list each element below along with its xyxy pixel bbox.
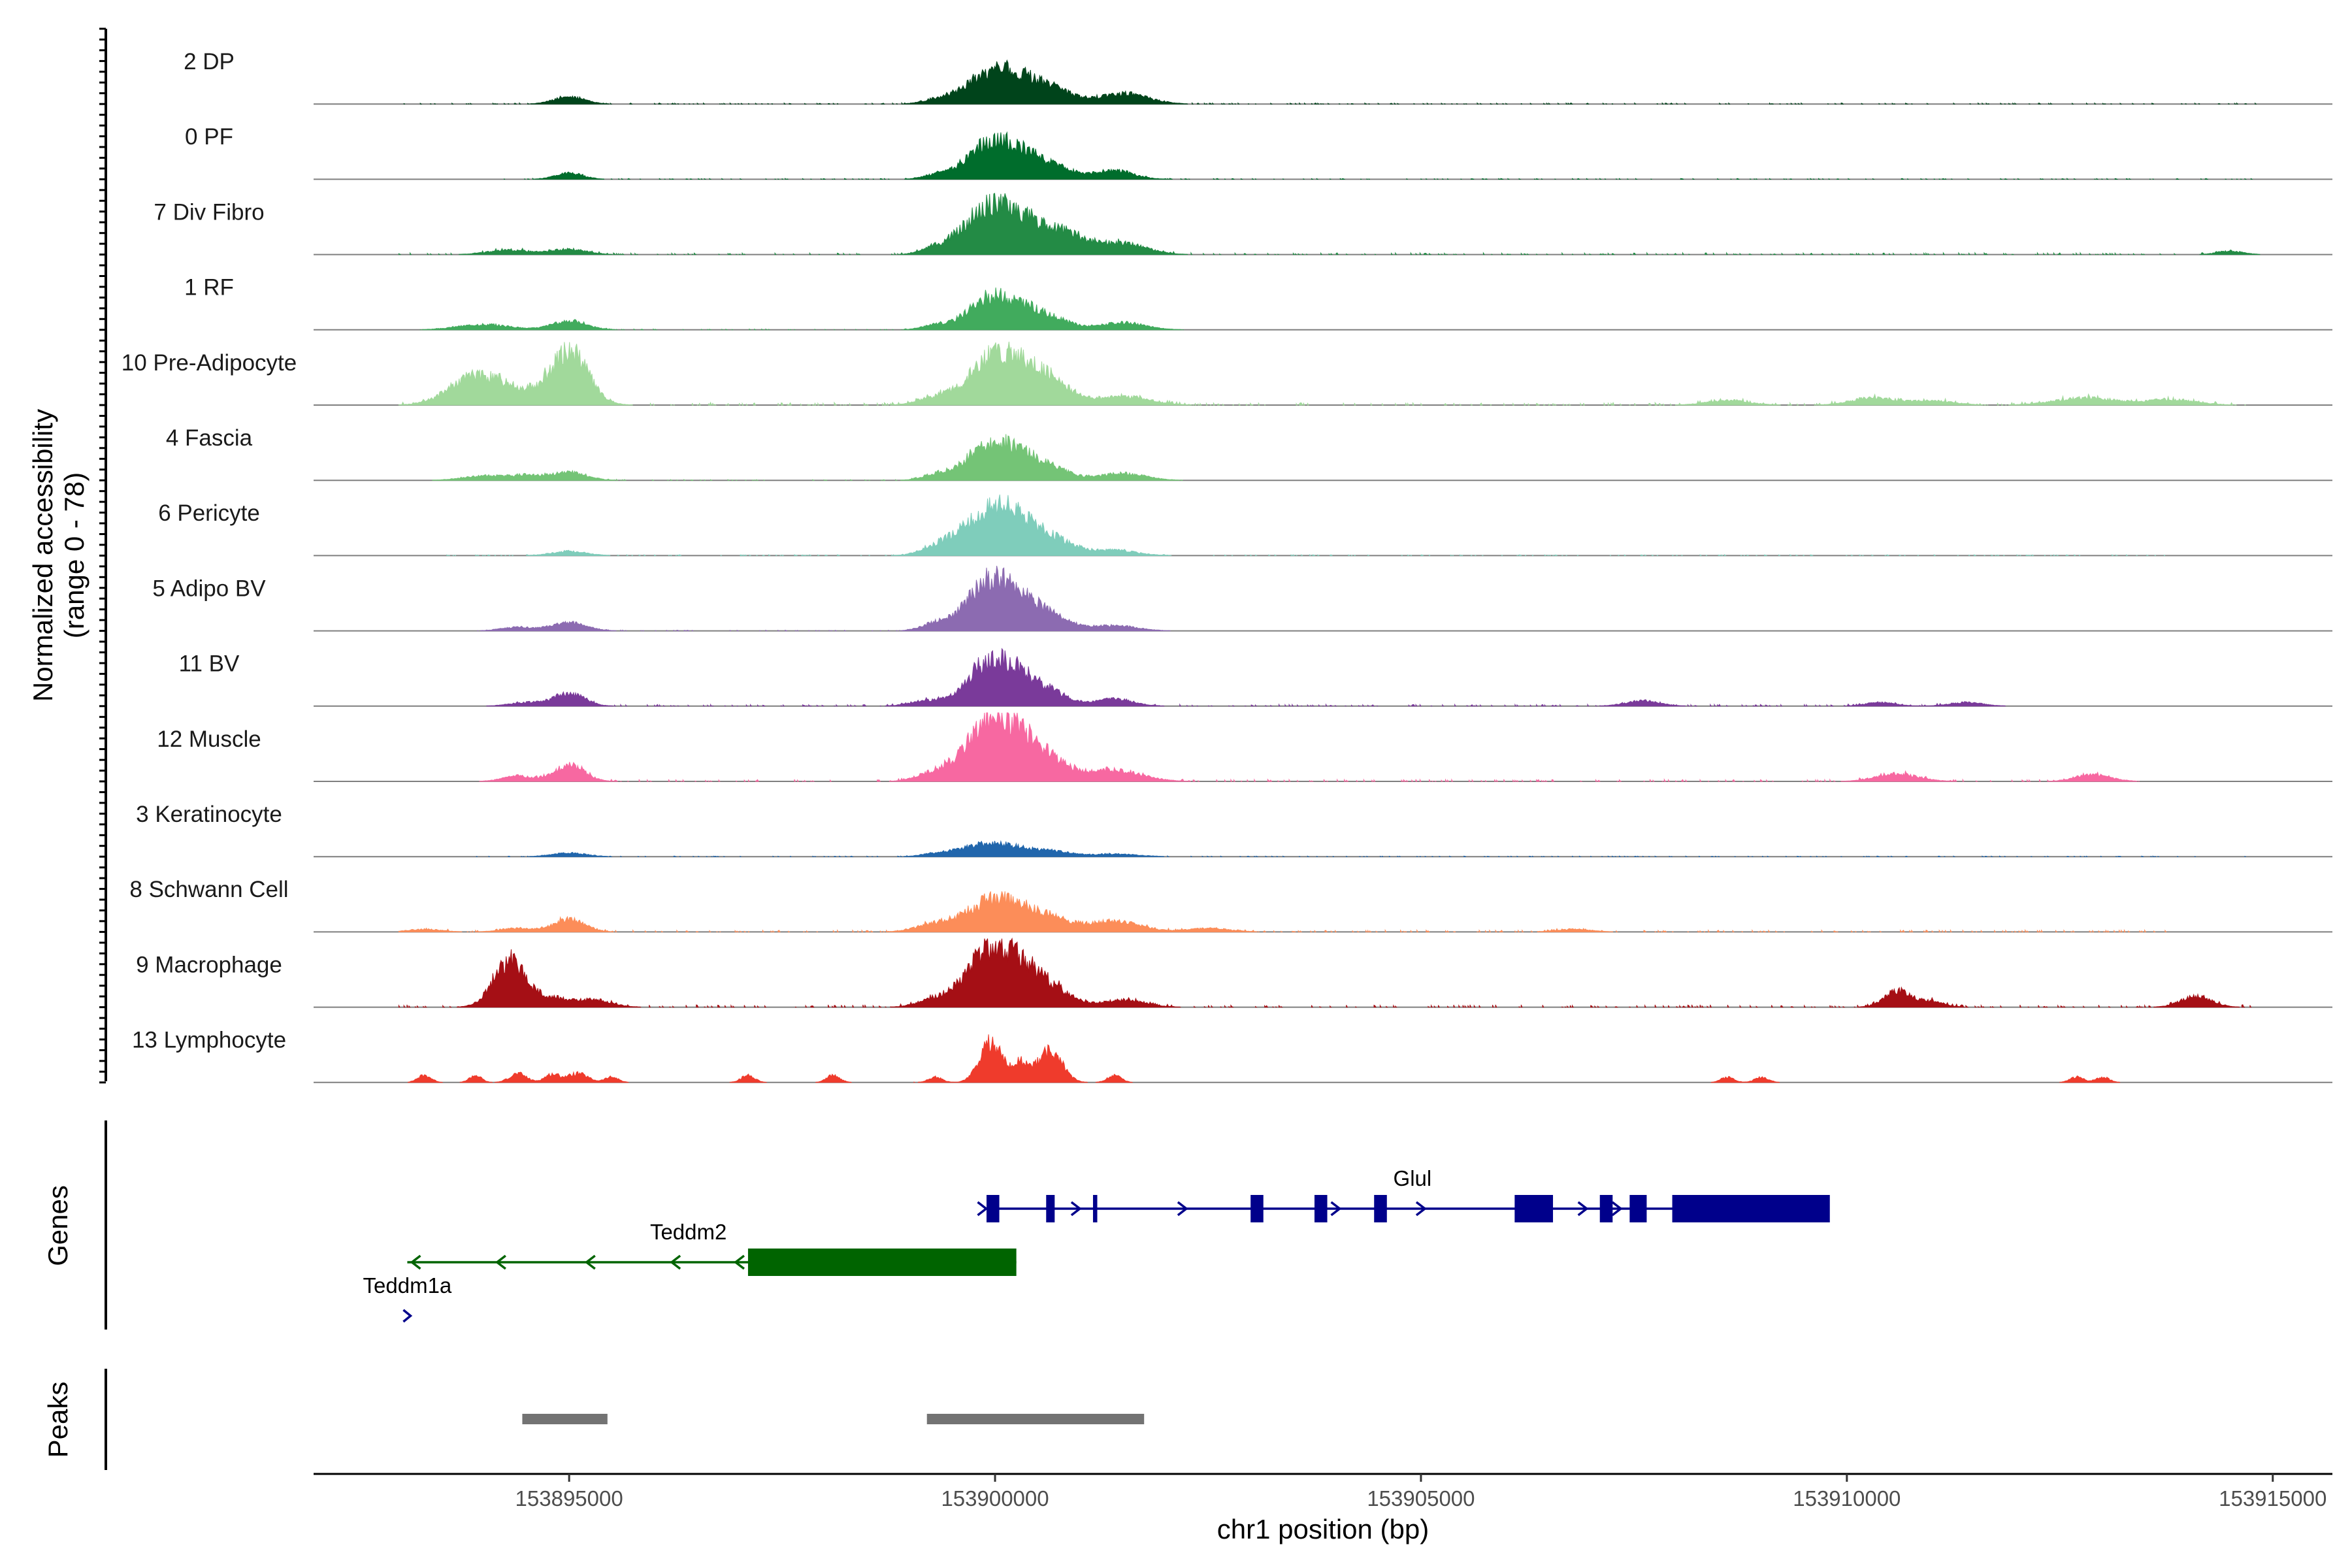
gene-exon: [987, 1195, 1000, 1222]
coverage-area: [477, 565, 1171, 632]
y-axis-title: Normalized accessibility: [27, 409, 58, 702]
coverage-area: [476, 840, 2246, 857]
track-label: 1 RF: [184, 275, 234, 301]
track-0-pf: 0 PF: [185, 124, 2332, 180]
coverage-area: [432, 434, 1183, 481]
track-label: 0 PF: [185, 124, 233, 150]
x-axis-title: chr1 position (bp): [1217, 1514, 1429, 1544]
strand-arrow: [1330, 1201, 1342, 1217]
strand-arrow: [584, 1254, 596, 1270]
gene-exon: [747, 1249, 1017, 1276]
track-label: 8 Schwann Cell: [129, 877, 288, 902]
gene-exon: [1374, 1195, 1387, 1222]
gene-models: Glul Teddm2 Teddm1a: [363, 1166, 1830, 1323]
track-3-keratinocyte: 3 Keratinocyte: [136, 802, 2332, 858]
track-11-bv: 11 BV: [179, 647, 2332, 707]
gene-exon: [1599, 1195, 1613, 1222]
strand-arrow: [1177, 1201, 1188, 1217]
track-label: 12 Muscle: [157, 727, 261, 752]
x-axis: 153895000 153900000 153905000 153910000 1539…: [515, 1474, 2327, 1511]
peaks-panel-label: Peaks: [42, 1382, 73, 1458]
coverage-area: [398, 341, 2246, 406]
gene-exon: [1672, 1195, 1830, 1222]
strand-arrow: [1070, 1201, 1082, 1217]
coverage-area: [408, 1034, 2121, 1083]
track-8-schwann-cell: 8 Schwann Cell: [129, 877, 2332, 933]
peak-regions: [522, 1414, 1145, 1424]
track-9-macrophage: 9 Macrophage: [136, 937, 2332, 1008]
peak-region: [926, 1414, 1145, 1424]
track-2-dp: 2 DP: [184, 49, 2332, 105]
strand-arrow: [670, 1254, 681, 1270]
track-7-div-fibro: 7 Div Fibro: [154, 193, 2332, 255]
track-4-fascia: 4 Fascia: [166, 425, 2332, 482]
track-label: 5 Adipo BV: [152, 576, 266, 601]
track-5-adipo-bv: 5 Adipo BV: [152, 565, 2332, 632]
track-label: 10 Pre-Adipocyte: [122, 350, 297, 376]
coverage-area: [446, 494, 2166, 556]
strand-arrow: [1415, 1201, 1427, 1217]
strand-arrow: [734, 1254, 745, 1270]
gene-exon: [1514, 1195, 1554, 1222]
gene-exon: [1629, 1195, 1647, 1222]
strand-arrow: [1577, 1201, 1589, 1217]
gene-teddm1a: Teddm1a: [363, 1273, 452, 1323]
track-label: 13 Lymphocyte: [132, 1028, 286, 1053]
peak-region: [522, 1414, 608, 1424]
track-label: 2 DP: [184, 49, 235, 74]
coverage-area: [486, 647, 2006, 707]
x-tick-label: 153900000: [941, 1486, 1049, 1511]
strand-arrow: [977, 1201, 988, 1217]
strand-arrow: [495, 1254, 506, 1270]
x-tick-label: 153895000: [515, 1486, 623, 1511]
x-tick-label: 153915000: [2219, 1486, 2327, 1511]
gene-teddm2: Teddm2: [407, 1220, 1017, 1276]
track-label: 9 Macrophage: [136, 952, 282, 977]
gene-exon: [1250, 1195, 1264, 1222]
track-label: 3 Keratinocyte: [136, 802, 282, 827]
gene-exon: [1046, 1195, 1055, 1222]
gene-label: Teddm1a: [363, 1273, 452, 1298]
x-tick-label: 153910000: [1793, 1486, 1901, 1511]
y-axis-subtitle: (range 0 - 78): [59, 472, 90, 638]
coverage-area: [398, 891, 2167, 932]
track-label: 4 Fascia: [166, 425, 253, 451]
track-10-pre-adipocyte: 10 Pre-Adipocyte: [122, 341, 2332, 406]
gene-label: Teddm2: [650, 1220, 727, 1244]
track-6-pericyte: 6 Pericyte: [158, 494, 2332, 557]
track-13-lymphocyte: 13 Lymphocyte: [132, 1028, 2332, 1083]
coverage-area: [398, 193, 2261, 255]
track-1-rf: 1 RF: [184, 275, 2332, 331]
coverage-area: [504, 131, 2253, 180]
x-tick-label: 153905000: [1367, 1486, 1475, 1511]
coverage-tracks: 2 DP 0 PF 7 Div Fibro 1 RF 10 Pre-Adipocyte 4…: [122, 49, 2332, 1083]
genes-panel-label: Genes: [42, 1185, 73, 1266]
coverage-area: [398, 937, 2252, 1008]
coverage-area: [403, 59, 2257, 105]
gene-exon: [1314, 1195, 1328, 1222]
y-axis: [99, 27, 107, 1084]
gene-glul: Glul: [977, 1166, 1830, 1222]
strand-arrow: [410, 1254, 421, 1270]
track-label: 6 Pericyte: [158, 500, 260, 526]
track-label: 7 Div Fibro: [154, 199, 264, 225]
coverage-area: [479, 712, 2140, 782]
strand-arrow: [402, 1309, 413, 1323]
strand-arrow: [1611, 1201, 1623, 1217]
track-label: 11 BV: [179, 651, 240, 677]
gene-label: Glul: [1394, 1166, 1432, 1190]
gene-exon: [1092, 1195, 1098, 1222]
coverage-area: [419, 287, 1184, 331]
track-12-muscle: 12 Muscle: [157, 712, 2332, 782]
